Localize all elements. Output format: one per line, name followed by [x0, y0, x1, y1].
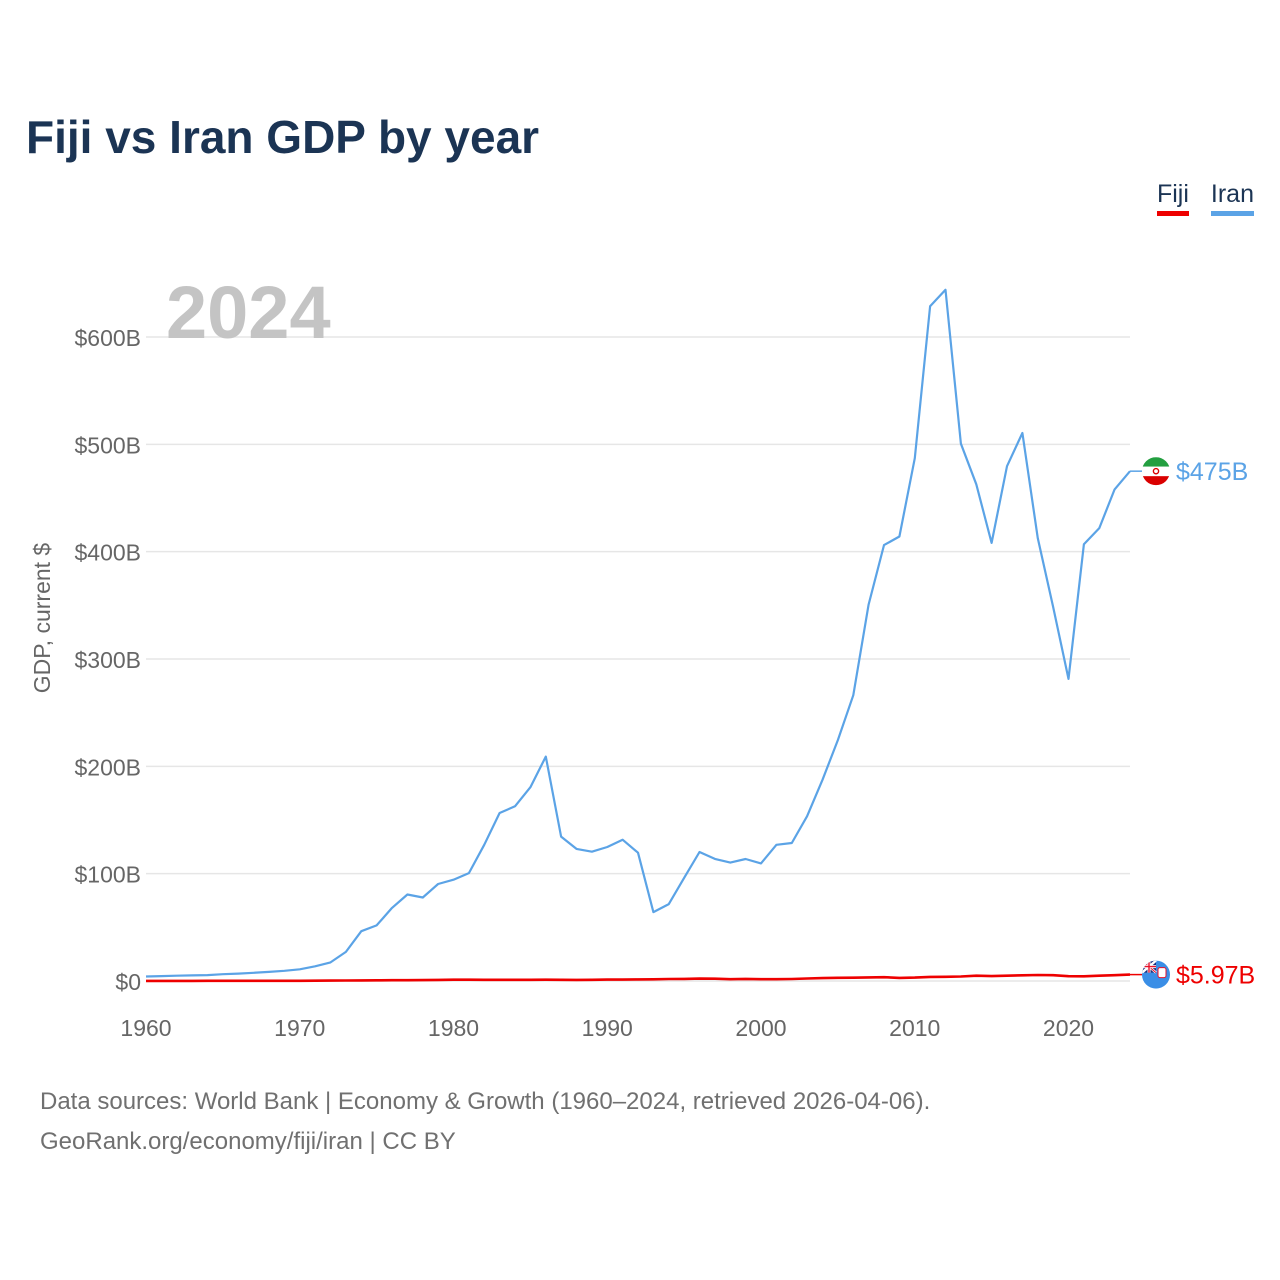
x-tick-label: 2020	[1043, 1015, 1094, 1041]
y-tick-label: $500B	[74, 432, 141, 458]
end-markers: $5.97B $475B	[1130, 457, 1255, 990]
year-stamp: 2024	[166, 271, 331, 354]
x-tick-label: 2010	[889, 1015, 940, 1041]
x-tick-label: 2000	[735, 1015, 786, 1041]
y-tick-label: $600B	[74, 325, 141, 351]
x-tick-label: 1980	[428, 1015, 479, 1041]
legend: Fiji Iran	[1156, 180, 1254, 216]
legend-swatch-fiji	[1156, 211, 1189, 216]
y-tick-label: $0	[115, 969, 141, 995]
legend-item-fiji[interactable]: Fiji	[1156, 180, 1189, 216]
gdp-line-chart: $0 $100B $200B $300B $400B $500B $600B 1960 197…	[29, 271, 1255, 1041]
y-tick-label: $400B	[74, 540, 141, 566]
legend-label-iran: Iran	[1210, 180, 1254, 208]
series-line-fiji[interactable]	[146, 973, 1131, 983]
end-value-label-fiji: $5.97B	[1176, 962, 1255, 990]
chart-title: Fiji vs Iran GDP by year	[26, 111, 540, 163]
source-line-2[interactable]: GeoRank.org/economy/fiji/iran | CC BY	[40, 1128, 456, 1155]
y-tick-label: $200B	[74, 754, 141, 780]
legend-label-fiji: Fiji	[1156, 180, 1189, 208]
y-axis-label: GDP, current $	[29, 543, 55, 694]
x-axis-tick-labels: 1960 1970 1980 1990 2000 2010 2020	[120, 1015, 1094, 1041]
legend-item-iran[interactable]: Iran	[1210, 180, 1254, 216]
series-lines	[145, 288, 1131, 983]
series-line-iran[interactable]	[145, 288, 1131, 978]
end-value-label-iran: $475B	[1176, 458, 1248, 486]
source-note: Data sources: World Bank | Economy & Gro…	[40, 1082, 930, 1162]
y-axis-tick-labels: $0 $100B $200B $300B $400B $500B $600B	[74, 325, 141, 995]
y-tick-label: $100B	[74, 862, 141, 888]
x-tick-label: 1990	[582, 1015, 633, 1041]
x-tick-label: 1970	[274, 1015, 325, 1041]
flag-iran-icon	[1142, 457, 1170, 486]
source-line-1: Data sources: World Bank | Economy & Gro…	[40, 1088, 931, 1115]
flag-fiji-icon	[1142, 960, 1170, 989]
grid-lines	[146, 336, 1130, 982]
y-tick-label: $300B	[74, 647, 141, 673]
legend-swatch-iran	[1210, 211, 1254, 216]
x-tick-label: 1960	[120, 1015, 171, 1041]
